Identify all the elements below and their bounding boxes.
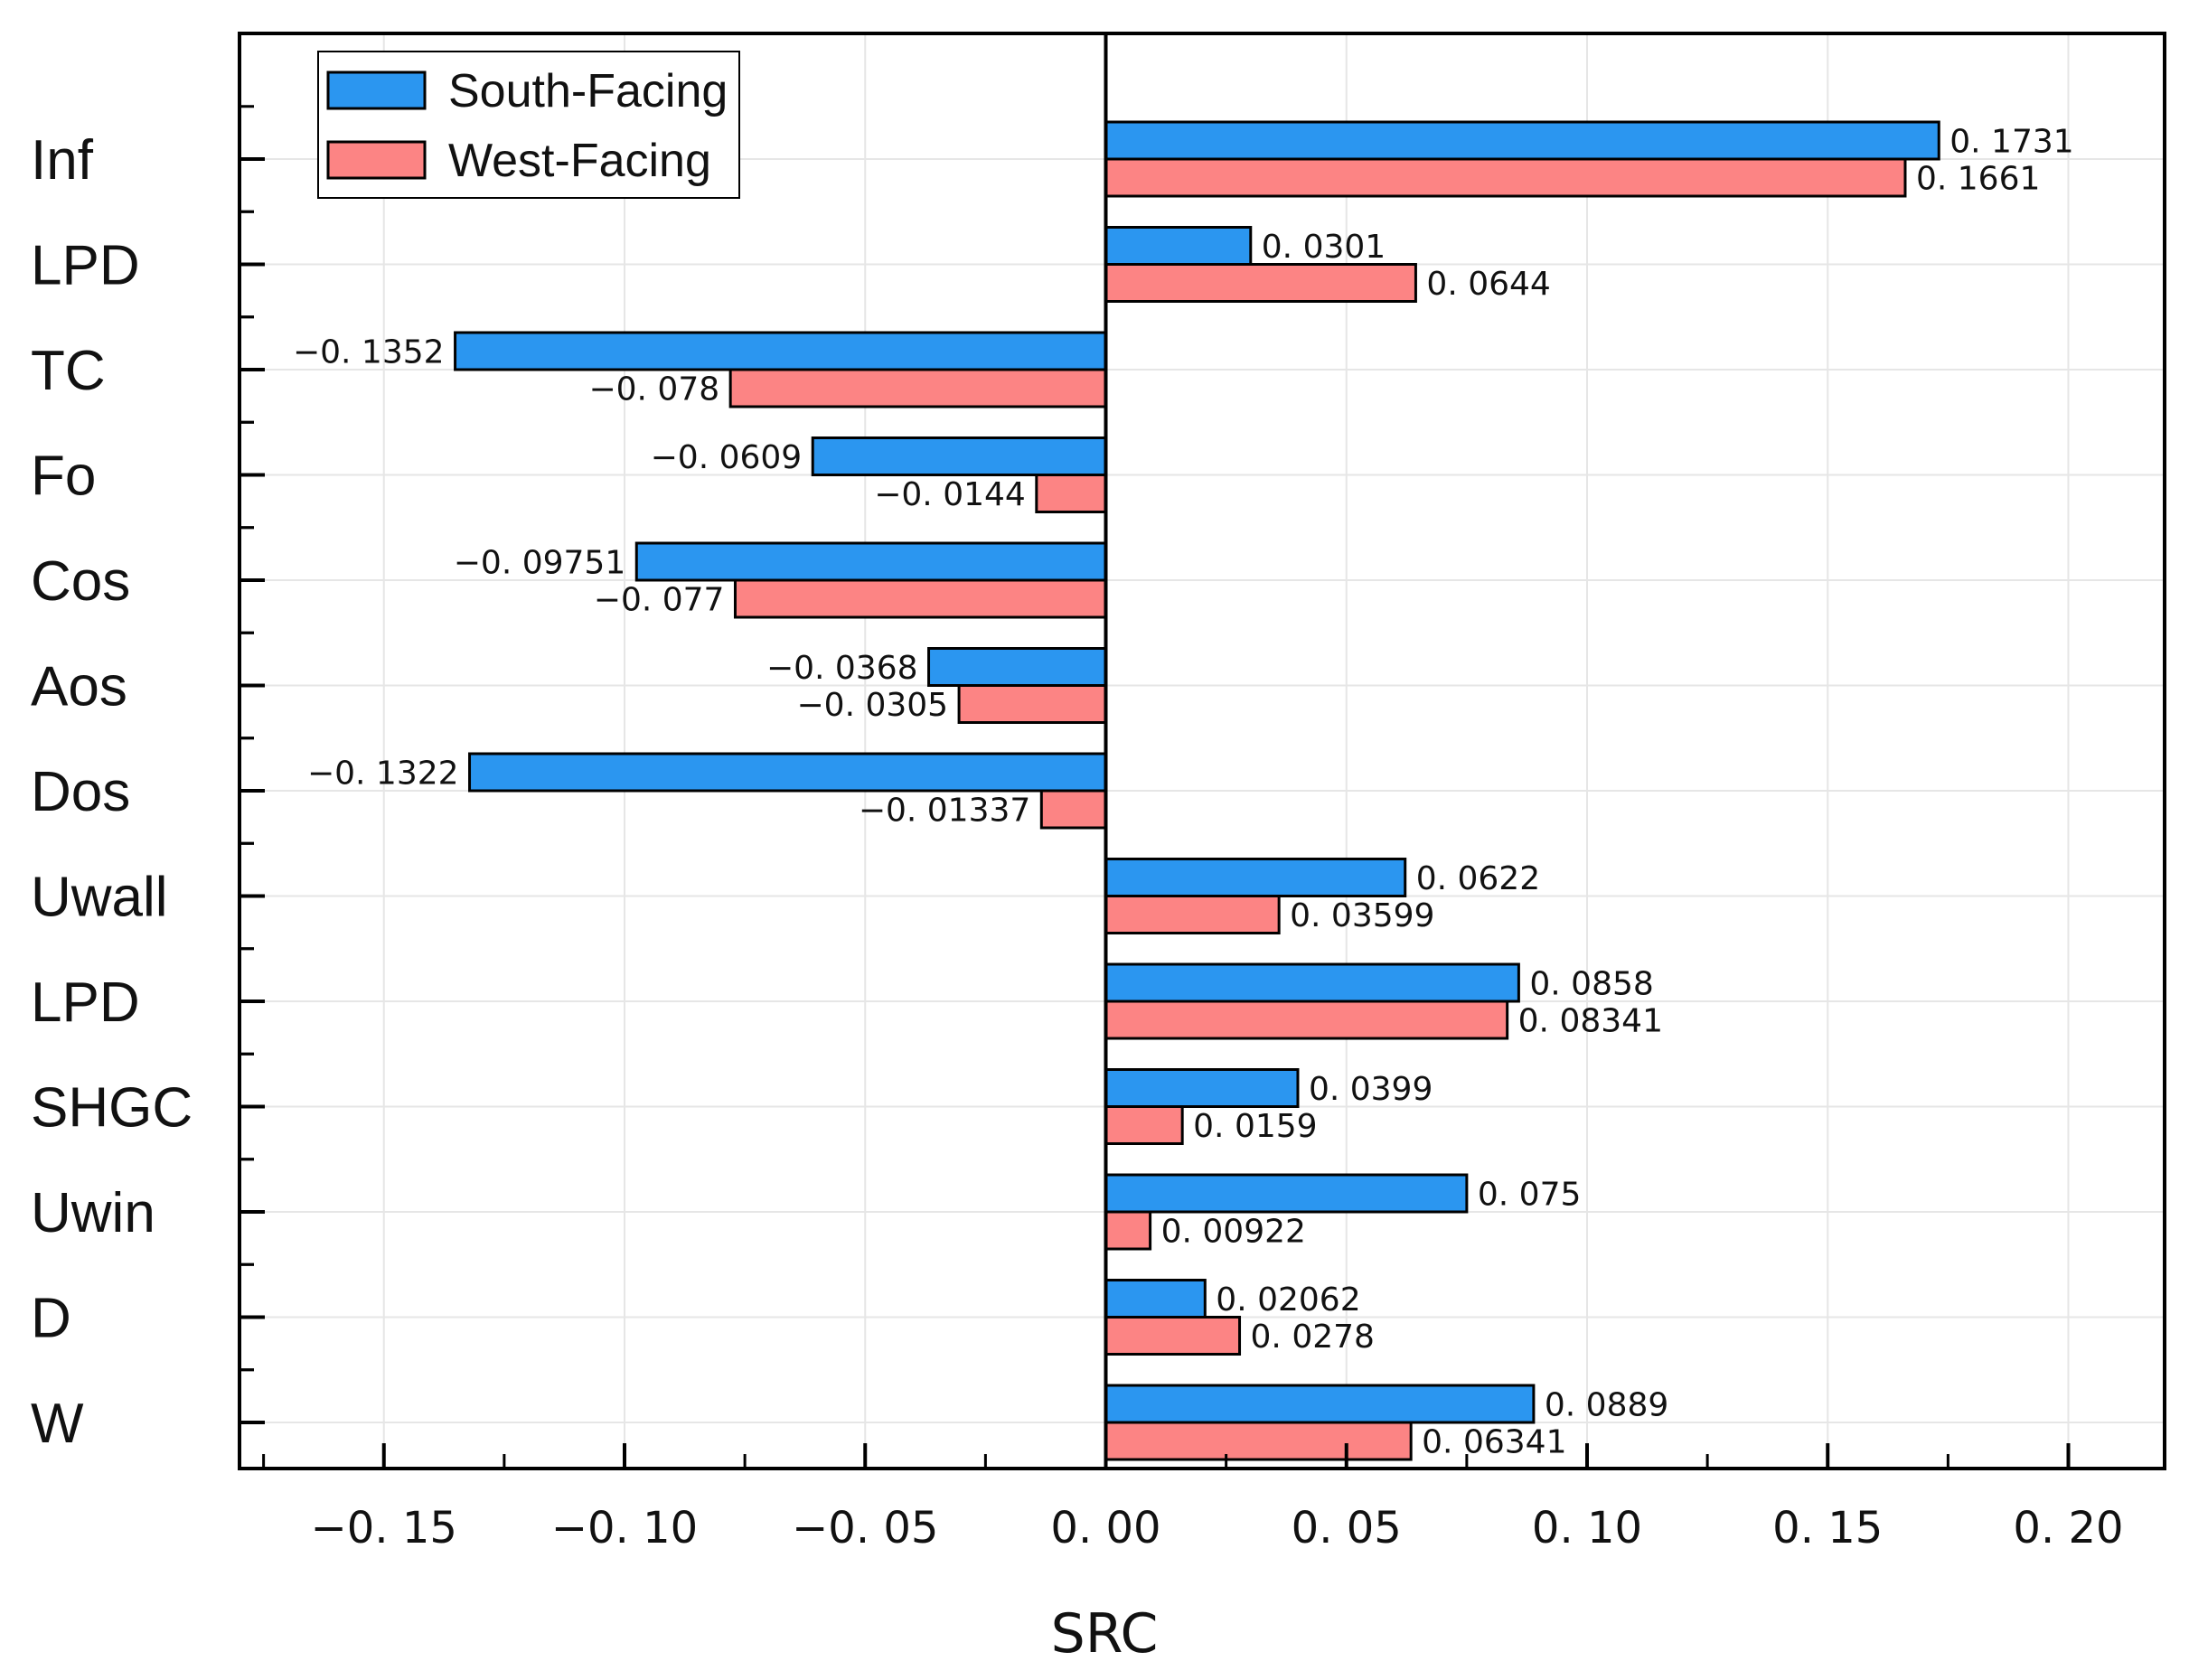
category-label: Inf [31,129,94,192]
bar-south-facing [1104,858,1407,897]
category-label: Uwin [31,1182,155,1244]
legend-label-west-facing: West-Facing [448,135,711,187]
bar-south-facing [927,647,1108,687]
x-tick-label: −0. 15 [311,1503,457,1553]
legend-swatch-west-facing [326,140,427,180]
data-label-west-facing: 0. 00922 [1161,1214,1306,1251]
category-label: Cos [31,550,130,613]
category-label: Fo [31,446,96,508]
data-label-west-facing: −0. 077 [594,582,725,619]
bar-south-facing [1104,120,1940,161]
category-label: LPD [31,235,140,297]
bar-west-facing [733,578,1107,619]
bar-south-facing [1104,1384,1536,1424]
bar-south-facing [468,752,1107,793]
bar-south-facing [1104,962,1520,1003]
data-label-south-facing: −0. 1322 [307,756,459,793]
bar-south-facing [811,436,1108,476]
data-label-south-facing: 0. 02062 [1216,1281,1360,1319]
bar-south-facing [1104,1279,1207,1319]
category-label: W [31,1393,84,1455]
data-label-south-facing: −0. 09751 [454,545,625,582]
bar-south-facing [1104,1173,1469,1214]
plot-frame [238,32,2166,1470]
x-axis-title: SRC [1051,1602,1159,1666]
bar-south-facing [1104,1068,1300,1108]
data-label-south-facing: 0. 0858 [1529,966,1653,1003]
category-label: SHGC [31,1077,193,1140]
data-label-south-facing: −0. 0609 [651,439,803,476]
bar-west-facing [1104,1421,1413,1461]
data-label-south-facing: 0. 1731 [1949,124,2073,161]
data-label-west-facing: −0. 01337 [859,793,1030,830]
x-tick-label: 0. 10 [1532,1503,1642,1553]
bar-west-facing [728,368,1108,408]
bar-south-facing [634,541,1107,582]
bar-west-facing [1104,157,1907,198]
category-label: Uwall [31,867,168,929]
category-label: LPD [31,971,140,1034]
data-label-south-facing: 0. 0399 [1309,1071,1433,1108]
bar-south-facing [1104,226,1253,266]
x-tick-label: 0. 00 [1050,1503,1160,1553]
data-label-west-facing: 0. 03599 [1290,897,1434,934]
data-label-south-facing: 0. 0622 [1416,860,1540,897]
data-label-west-facing: 0. 08341 [1518,1003,1663,1040]
legend-label-south-facing: South-Facing [448,65,728,117]
bar-west-facing [957,684,1108,724]
x-tick-label: −0. 05 [792,1503,938,1553]
data-label-west-facing: −0. 0305 [797,687,949,724]
bar-south-facing [454,331,1107,371]
category-label: Dos [31,761,130,823]
data-label-west-facing: 0. 06341 [1422,1424,1566,1461]
data-label-west-facing: 0. 0278 [1251,1319,1375,1356]
category-label: TC [31,340,106,402]
legend: South-Facing West-Facing [317,51,740,199]
data-label-south-facing: 0. 0301 [1262,229,1386,266]
bar-west-facing [1039,789,1108,830]
legend-swatch-south-facing [326,70,427,110]
data-label-south-facing: 0. 0889 [1545,1387,1668,1424]
category-label: D [31,1288,71,1350]
data-label-west-facing: 0. 0159 [1193,1108,1317,1145]
data-label-west-facing: −0. 078 [588,371,719,408]
x-tick-label: 0. 05 [1292,1503,1402,1553]
axes-layer [238,32,2166,1470]
bar-west-facing [1104,1316,1242,1356]
bar-west-facing [1104,1000,1509,1040]
bar-west-facing [1104,895,1281,934]
bar-west-facing [1104,1105,1184,1145]
bar-west-facing [1104,1210,1152,1251]
data-label-south-facing: 0. 075 [1478,1177,1582,1214]
x-tick-label: 0. 20 [2013,1503,2123,1553]
x-tick-label: −0. 10 [551,1503,698,1553]
bar-layer [454,120,1940,1461]
data-label-west-facing: 0. 0644 [1426,266,1550,303]
bar-west-facing [1035,474,1107,513]
data-label-south-facing: −0. 1352 [293,334,445,371]
category-label: Aos [31,656,127,718]
data-label-west-facing: −0. 0144 [874,476,1026,513]
data-label-west-facing: 0. 1661 [1916,161,2040,198]
data-label-south-facing: −0. 0368 [766,650,918,687]
bar-west-facing [1104,263,1417,303]
x-tick-label: 0. 15 [1772,1503,1883,1553]
